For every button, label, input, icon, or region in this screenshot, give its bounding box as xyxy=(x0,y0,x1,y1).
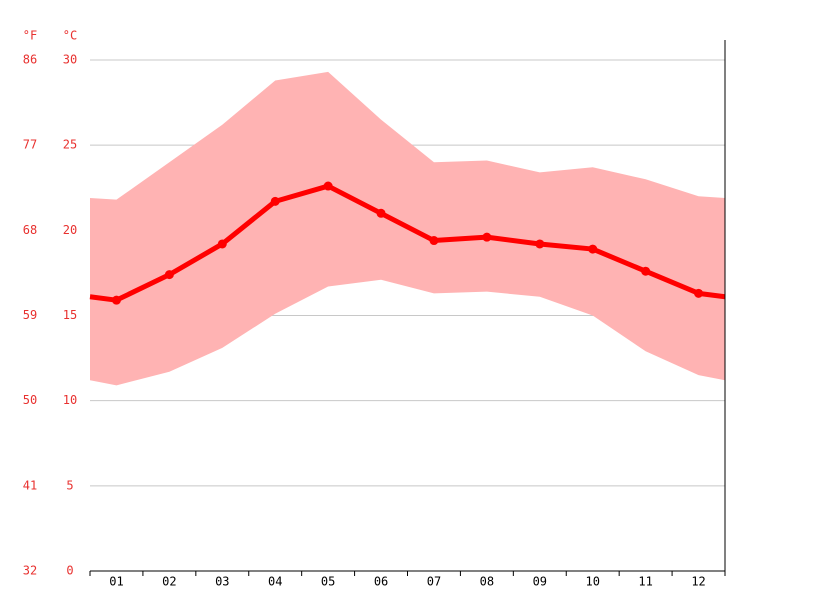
x-tick-label: 07 xyxy=(427,575,441,589)
mean-point xyxy=(270,196,280,206)
y-tick-label: 30 xyxy=(63,53,77,67)
y2-tick-label: 50 xyxy=(23,393,37,407)
y2-unit: °F xyxy=(23,29,37,43)
x-tick-label: 03 xyxy=(215,575,229,589)
y2-tick-label: 68 xyxy=(23,223,37,237)
mean-point xyxy=(588,244,598,254)
y-unit: °C xyxy=(63,29,77,43)
x-tick-label: 05 xyxy=(321,575,335,589)
mean-point xyxy=(164,270,174,280)
x-tick-label: 04 xyxy=(268,575,282,589)
y-tick-label: 0 xyxy=(66,564,73,578)
y-tick-label: 15 xyxy=(63,308,77,322)
y2-tick-label: 32 xyxy=(23,564,37,578)
x-tick-label: 02 xyxy=(162,575,176,589)
mean-line xyxy=(89,183,726,303)
x-tick-label: 10 xyxy=(585,575,599,589)
x-tick-label: 01 xyxy=(109,575,123,589)
x-tick-label: 06 xyxy=(374,575,388,589)
mean-point xyxy=(376,208,386,218)
x-tick-label: 08 xyxy=(480,575,494,589)
x-tick-label: 12 xyxy=(691,575,705,589)
y-tick-label: 10 xyxy=(63,393,77,407)
mean-point xyxy=(694,288,704,298)
y2-tick-label: 86 xyxy=(23,53,37,67)
mean-point xyxy=(535,239,545,249)
mean-point xyxy=(641,266,651,276)
y-tick-label: 20 xyxy=(63,223,77,237)
mean-point xyxy=(111,295,121,305)
x-tick-label: 11 xyxy=(638,575,652,589)
mean-point xyxy=(323,181,333,191)
y2-tick-label: 59 xyxy=(23,308,37,322)
y-tick-label: 25 xyxy=(63,138,77,152)
mean-point xyxy=(217,239,227,249)
y2-tick-label: 77 xyxy=(23,138,37,152)
mean-point xyxy=(482,232,492,242)
y2-tick-label: 41 xyxy=(23,478,37,492)
y-tick-label: 5 xyxy=(66,478,73,492)
mean-point xyxy=(429,236,439,246)
x-tick-label: 09 xyxy=(533,575,547,589)
